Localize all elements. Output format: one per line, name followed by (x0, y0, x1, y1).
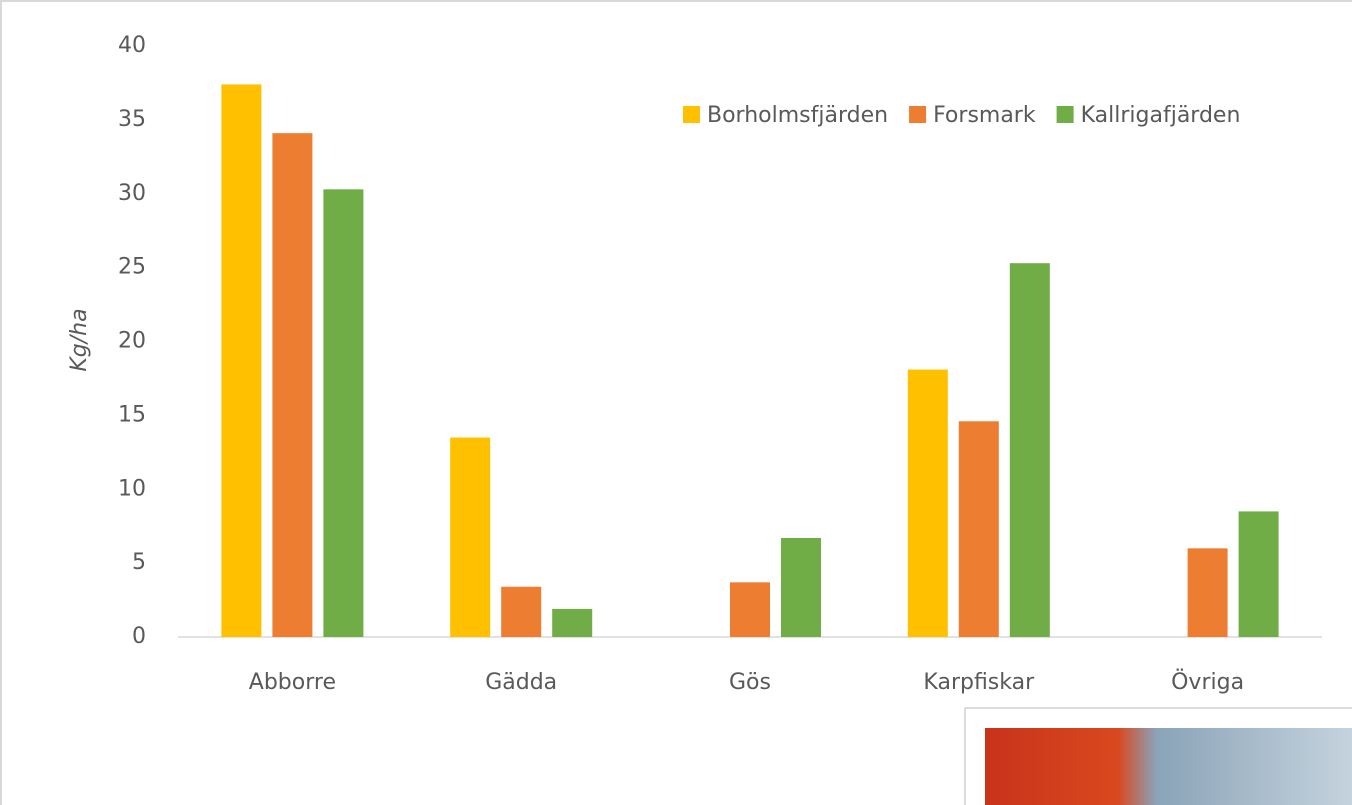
page: Kg/ha 0 5 10 15 20 25 30 35 40 Abborre Gädda Gös Kar… (0, 0, 1352, 805)
bar (730, 582, 770, 637)
y-tick-label: 0 (132, 624, 146, 649)
bar (450, 438, 490, 637)
chart: Kg/ha 0 5 10 15 20 25 30 35 40 Abborre Gädda Gös Kar… (0, 0, 1352, 805)
x-tick-label: Övriga (1171, 669, 1244, 695)
legend-swatch (1057, 106, 1074, 123)
y-tick-label: 20 (118, 329, 146, 354)
x-tick-label: Karpfiskar (923, 670, 1035, 695)
bar (1239, 511, 1279, 637)
bar (552, 609, 592, 637)
photo (965, 708, 1352, 805)
bar (908, 370, 948, 637)
bar (501, 587, 541, 637)
photo-image (985, 728, 1352, 805)
x-tick-label: Gös (729, 670, 771, 695)
bar (272, 133, 312, 637)
bar (959, 421, 999, 637)
y-tick-label: 35 (118, 107, 146, 132)
x-tick-label: Abborre (249, 670, 336, 695)
y-tick-label: 15 (118, 402, 146, 427)
bar (1188, 548, 1228, 637)
y-tick-label: 5 (132, 550, 146, 575)
y-tick-label: 40 (118, 33, 146, 58)
y-axis-label: Kg/ha (67, 308, 92, 371)
bar (1010, 263, 1050, 637)
legend-swatch (683, 106, 700, 123)
legend-label: Borholmsfjärden (707, 103, 888, 128)
bar (781, 538, 821, 637)
bar (221, 84, 261, 637)
legend-swatch (909, 106, 926, 123)
y-tick-label: 10 (118, 476, 146, 501)
x-tick-label: Gädda (485, 670, 557, 695)
legend-label: Forsmark (933, 103, 1036, 128)
legend-label: Kallrigafjärden (1081, 103, 1241, 128)
y-tick-label: 30 (118, 181, 146, 206)
y-tick-label: 25 (118, 255, 146, 280)
bar (323, 189, 363, 637)
